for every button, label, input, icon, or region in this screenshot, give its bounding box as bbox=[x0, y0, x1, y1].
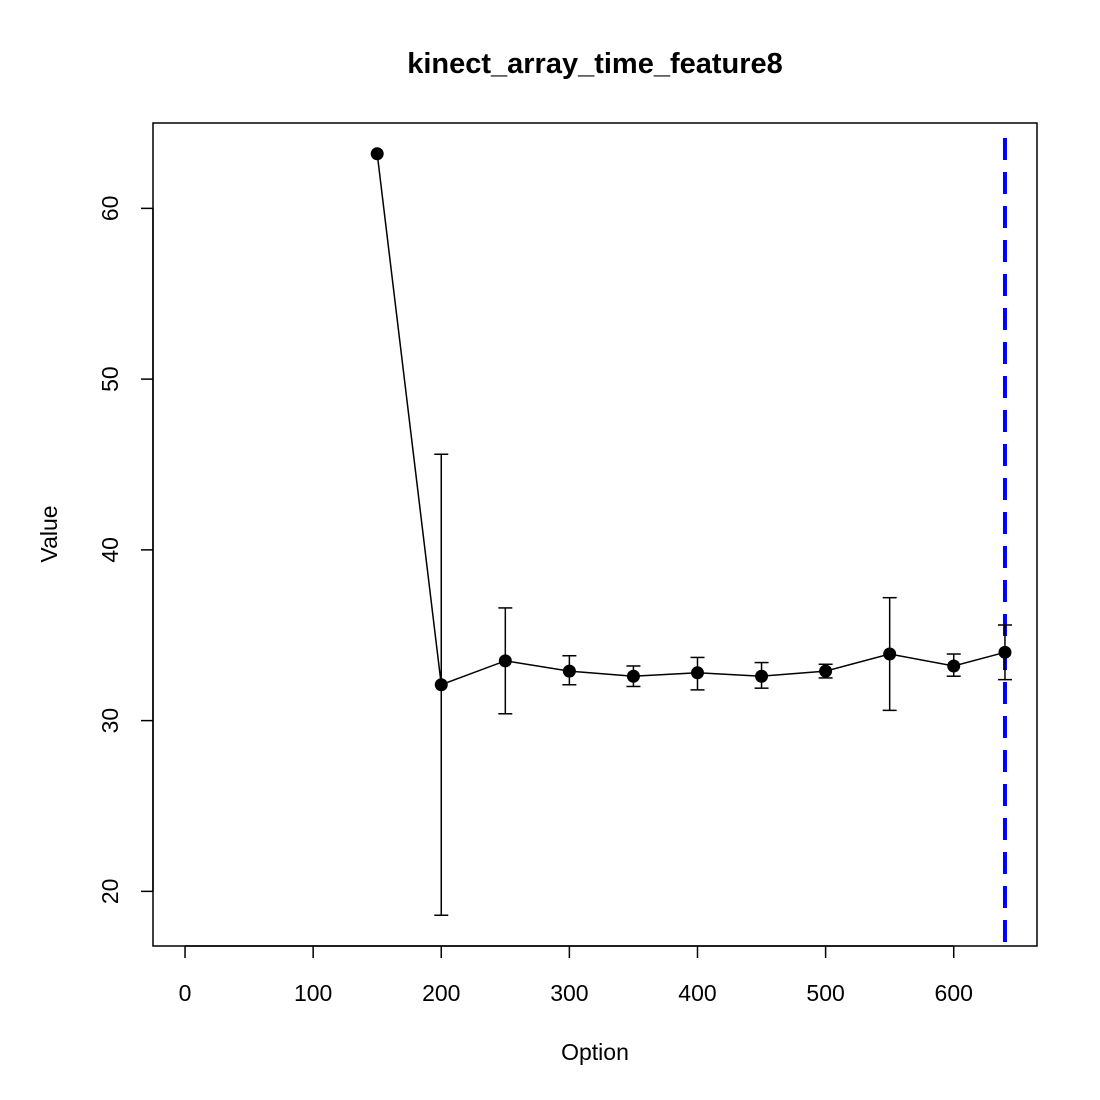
data-point bbox=[947, 659, 961, 673]
x-tick-label: 500 bbox=[806, 980, 844, 1006]
y-tick-label: 60 bbox=[97, 196, 123, 222]
series-line bbox=[376, 153, 1006, 686]
data-point bbox=[755, 669, 769, 683]
chart-title: kinect_array_time_feature8 bbox=[407, 48, 783, 80]
x-axis: 0 100 200 300 400 500 600 bbox=[179, 945, 973, 1006]
data-point bbox=[434, 678, 448, 692]
data-point bbox=[562, 664, 576, 678]
data-point bbox=[370, 147, 384, 161]
data-point bbox=[998, 645, 1012, 659]
x-tick-label: 100 bbox=[294, 980, 332, 1006]
data-layer bbox=[370, 147, 1012, 917]
x-tick-label: 200 bbox=[422, 980, 460, 1006]
data-point bbox=[626, 669, 640, 683]
y-tick-label: 20 bbox=[97, 879, 123, 905]
y-tick-label: 50 bbox=[97, 366, 123, 392]
x-tick-label: 400 bbox=[678, 980, 716, 1006]
data-point bbox=[883, 647, 897, 661]
y-tick-label: 30 bbox=[97, 708, 123, 734]
x-axis-label: Option bbox=[561, 1039, 629, 1065]
data-point bbox=[690, 666, 704, 680]
y-axis: 20 30 40 50 60 bbox=[97, 196, 154, 905]
data-point bbox=[819, 664, 833, 678]
data-point bbox=[498, 654, 512, 668]
x-tick-label: 300 bbox=[550, 980, 588, 1006]
y-tick-label: 40 bbox=[97, 537, 123, 563]
x-tick-label: 0 bbox=[179, 980, 192, 1006]
y-axis-label: Value bbox=[36, 505, 62, 562]
plot-frame bbox=[152, 122, 1038, 947]
x-tick-label: 600 bbox=[935, 980, 973, 1006]
